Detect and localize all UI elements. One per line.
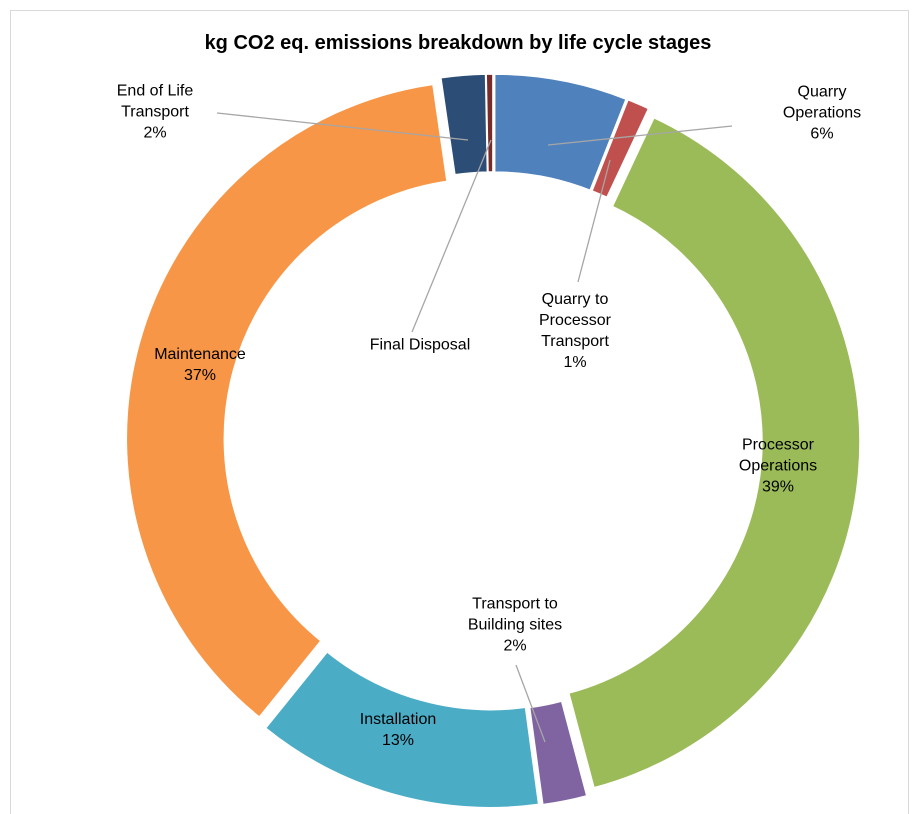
data-label: End of Life Transport 2%	[117, 81, 194, 144]
category-label: Transport to Building sites	[467, 595, 563, 634]
leader-line	[515, 664, 546, 743]
value-label: 39%	[761, 478, 795, 496]
category-label: Quarry to Processor Transport	[538, 291, 612, 350]
leader-line	[577, 159, 611, 283]
slice	[264, 650, 540, 809]
chart-title: kg CO2 eq. emissions breakdown by life c…	[204, 32, 712, 54]
leader-line	[547, 125, 733, 146]
slice	[485, 73, 494, 173]
value-label: 2%	[143, 124, 167, 142]
slice	[440, 73, 489, 176]
data-label: Quarry to Processor Transport 1%	[539, 289, 611, 373]
category-label: Processor Operations	[738, 436, 818, 475]
category-label: End of Life Transport	[116, 82, 194, 121]
category-label: Quarry Operations	[782, 83, 862, 122]
data-label: Installation 13%	[360, 709, 437, 751]
category-label: Maintenance	[154, 346, 246, 363]
data-label: Quarry Operations 6%	[783, 82, 861, 145]
value-label: 1%	[563, 354, 587, 371]
slice	[567, 116, 861, 789]
category-label: Final Disposal	[369, 336, 471, 354]
leader-line	[216, 112, 469, 141]
slice	[528, 700, 588, 806]
data-label: Processor Operations 39%	[739, 435, 817, 498]
category-label: Installation	[359, 711, 437, 728]
value-label: 2%	[503, 637, 527, 655]
slice	[493, 73, 628, 192]
leader-line	[411, 139, 492, 333]
frame	[10, 10, 909, 814]
data-label: Final Disposal	[370, 335, 470, 356]
value-label: 13%	[381, 732, 415, 749]
data-label: Maintenance 37%	[154, 344, 246, 386]
slice	[125, 83, 448, 719]
value-label: 6%	[810, 125, 834, 143]
value-label: 37%	[183, 367, 217, 384]
data-label: Transport to Building sites 2%	[468, 594, 562, 657]
